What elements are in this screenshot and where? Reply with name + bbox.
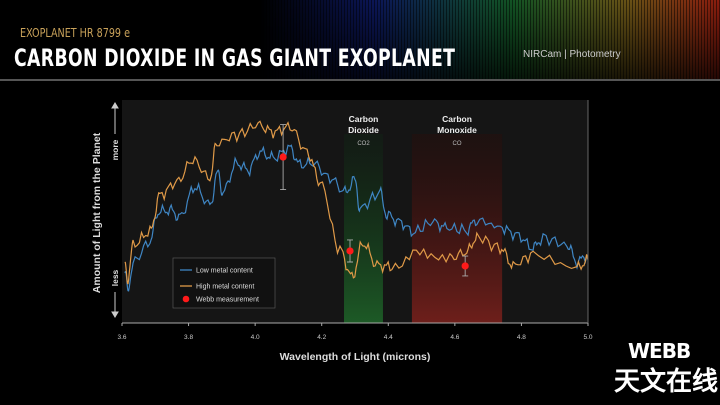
x-tick-label: 3.6 [117,334,126,341]
legend: Low metal content High metal content Web… [172,257,276,309]
instrument-label: NIRCam | Photometry [523,49,621,60]
webb-measurement-point [346,247,354,255]
band-label: Carbon [349,114,379,124]
page-title: CARBON DIOXIDE IN GAS GIANT EXOPLANET [14,44,456,72]
x-tick-label: 4.0 [251,334,260,341]
arrow-up-icon [111,102,119,109]
band-co2 [344,134,383,323]
band-formula: CO2 [357,141,370,147]
webb-measurement-point [279,153,287,161]
webb-measurement-point [461,262,469,270]
y-axis-label: Amount of Light from the Planet [91,132,103,293]
x-tick-label: 5.0 [583,334,592,341]
y-more-label: more [110,139,120,160]
x-tick-label: 4.4 [384,334,393,341]
band-label: Carbon [442,114,472,124]
site-watermark: 天文在线 [614,367,719,397]
series-line-high-metal [124,120,589,285]
band-formula: CO [453,141,462,147]
header-kicker: EXOPLANET HR 8799 e [20,26,131,40]
x-tick-label: 4.8 [517,334,526,341]
x-tick-label: 4.2 [317,334,326,341]
spectrum-stripes [260,0,720,80]
legend-low-metal: Low metal content [196,268,253,275]
band-co [411,134,503,323]
webb-logo: WEBB [628,339,691,363]
x-axis-label: Wavelength of Light (microns) [280,351,431,363]
legend-webb: Webb measurement [196,297,259,304]
arrow-down-icon [111,311,119,318]
y-less-label: less [110,269,120,286]
x-tick-label: 4.6 [450,334,459,341]
series-line-low-metal [124,144,589,292]
band-label: Monoxide [437,125,477,135]
legend-high-metal: High metal content [196,284,254,291]
band-label: Dioxide [348,125,379,135]
header-divider [0,79,720,81]
y-arrows [111,102,119,318]
x-tick-label: 3.8 [184,334,193,341]
